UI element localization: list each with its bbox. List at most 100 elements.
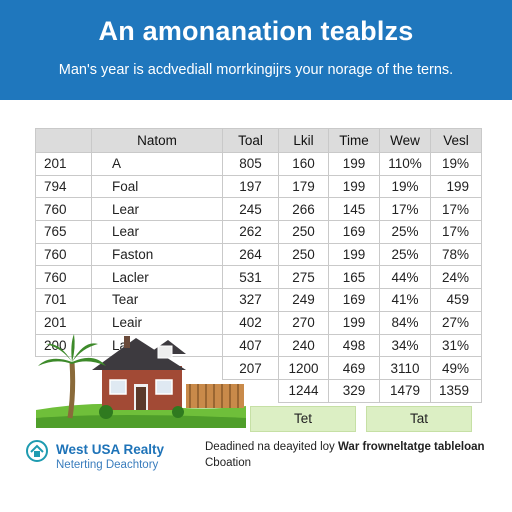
footnote-prefix: Deadined na deayited loy [205, 441, 335, 453]
table-cell: 249 [278, 288, 329, 312]
table-cell: 17% [379, 197, 431, 222]
table-row: 201 Leair 402 270 199 84% 27% [35, 310, 482, 335]
table-cell: Lear [91, 220, 223, 244]
table-cell: 17% [430, 220, 482, 244]
column-header: Time [328, 128, 380, 153]
table-row: 207 1200 469 3110 49% [36, 356, 482, 380]
table-cell: 19% [430, 152, 482, 176]
page-title: An amonanation teablzs [98, 16, 414, 46]
table-cell: 201 [35, 152, 92, 176]
table-cell: Lacler [91, 265, 223, 290]
table-cell: Lear [91, 197, 223, 222]
table-cell: 327 [222, 288, 279, 312]
table-row: 794 Foal 197 179 199 19% 199 [35, 174, 482, 199]
table-row: 1244 329 1479 1359 [36, 378, 482, 403]
table-cell: 27% [430, 310, 482, 335]
table-cell: 805 [222, 152, 279, 176]
table-cell: 179 [278, 174, 329, 199]
table-cell: 110% [379, 152, 431, 176]
table-body: 201 A 805 160 199 110% 19% 794 Foal 197 179 199 19% 1… [35, 152, 482, 403]
table-cell: 199 [328, 152, 380, 176]
table-cell: 765 [35, 220, 92, 244]
total-cell-left: Tet [250, 406, 356, 432]
table-cell: 407 [222, 333, 279, 358]
table-cell: 250 [278, 220, 329, 244]
table-cell: 49% [430, 356, 482, 380]
table-cell: 266 [278, 197, 329, 222]
table-cell: 199 [430, 174, 482, 199]
table-cell: 264 [222, 242, 279, 267]
table-cell: 794 [35, 174, 92, 199]
table-cell: 531 [222, 265, 279, 290]
data-table: Natom Toal Lkil Time Wew Vesl 201 A 805 160 199 11… [35, 128, 482, 403]
brand-tagline: Neterting Deachtory [56, 459, 159, 471]
table-cell: 701 [35, 288, 92, 312]
table-cell: 31% [430, 333, 482, 358]
table-cell: 459 [430, 288, 482, 312]
table-header-row: Natom Toal Lkil Time Wew Vesl [35, 128, 482, 153]
table-cell: 245 [222, 197, 279, 222]
table-cell: Leair [91, 310, 223, 335]
table-cell: 145 [328, 197, 380, 222]
table-row: 760 Lacler 531 275 165 44% 24% [35, 265, 482, 290]
table-row: 201 A 805 160 199 110% 19% [35, 152, 482, 176]
table-cell: 402 [222, 310, 279, 335]
globe-house-icon [26, 440, 48, 462]
header-banner: An amonanation teablzs Man's year is acd… [0, 0, 512, 100]
table-cell: 498 [328, 333, 380, 358]
table-cell: 201 [35, 310, 92, 335]
table-cell: 760 [35, 242, 92, 267]
table-cell: Foal [91, 174, 223, 199]
table-cell: 1359 [430, 378, 482, 403]
table-cell: 760 [35, 197, 92, 222]
table-cell: 17% [430, 197, 482, 222]
column-header: Toal [222, 128, 279, 153]
table-row: 760 Faston 264 250 199 25% 78% [35, 242, 482, 267]
table-cell: 3110 [379, 356, 431, 380]
column-header: Wew [379, 128, 431, 153]
table-cell: 199 [328, 174, 380, 199]
table-cell: 78% [430, 242, 482, 267]
table-cell: 207 [222, 356, 279, 380]
table-cell: 275 [278, 265, 329, 290]
table-cell: 760 [35, 265, 92, 290]
table-cell: 25% [379, 220, 431, 244]
table-row: 760 Lear 245 266 145 17% 17% [35, 197, 482, 222]
credit-line: Cboation [205, 457, 252, 469]
table-cell: 169 [328, 288, 380, 312]
table-cell: Tear [91, 288, 223, 312]
footnote-bold: War frowneltatge tableloan [338, 441, 485, 453]
table-cell: 469 [328, 356, 380, 380]
table-cell: 1200 [278, 356, 329, 380]
data-table-container: Natom Toal Lkil Time Wew Vesl 201 A 805 160 199 11… [35, 128, 482, 403]
table-cell: 41% [379, 288, 431, 312]
column-header: Lkil [278, 128, 329, 153]
table-row: 765 Lear 262 250 169 25% 17% [35, 220, 482, 244]
table-cell: 34% [379, 333, 431, 358]
page-subtitle: Man's year is acdvediall morrkingijrs yo… [58, 62, 454, 78]
table-cell: 250 [278, 242, 329, 267]
table-cell: 165 [328, 265, 380, 290]
footnote: Deadined na deayited loy War frowneltatg… [205, 441, 505, 453]
total-cell-right: Tat [366, 406, 472, 432]
house-illustration [36, 334, 246, 428]
column-header: Natom [91, 128, 223, 153]
table-cell: 240 [278, 333, 329, 358]
column-header: Vesl [430, 128, 482, 153]
table-cell: 24% [430, 265, 482, 290]
table-cell: 19% [379, 174, 431, 199]
table-cell: 84% [379, 310, 431, 335]
table-cell: 160 [278, 152, 329, 176]
table-cell: 329 [328, 378, 380, 403]
table-cell: Faston [91, 242, 223, 267]
table-cell: 44% [379, 265, 431, 290]
table-cell: 270 [278, 310, 329, 335]
table-cell: 169 [328, 220, 380, 244]
table-cell: 1479 [379, 378, 431, 403]
table-cell: 262 [222, 220, 279, 244]
table-cell: 199 [328, 242, 380, 267]
table-cell: 1244 [278, 378, 329, 403]
column-header [35, 128, 92, 153]
table-cell: 197 [222, 174, 279, 199]
table-cell: A [91, 152, 223, 176]
